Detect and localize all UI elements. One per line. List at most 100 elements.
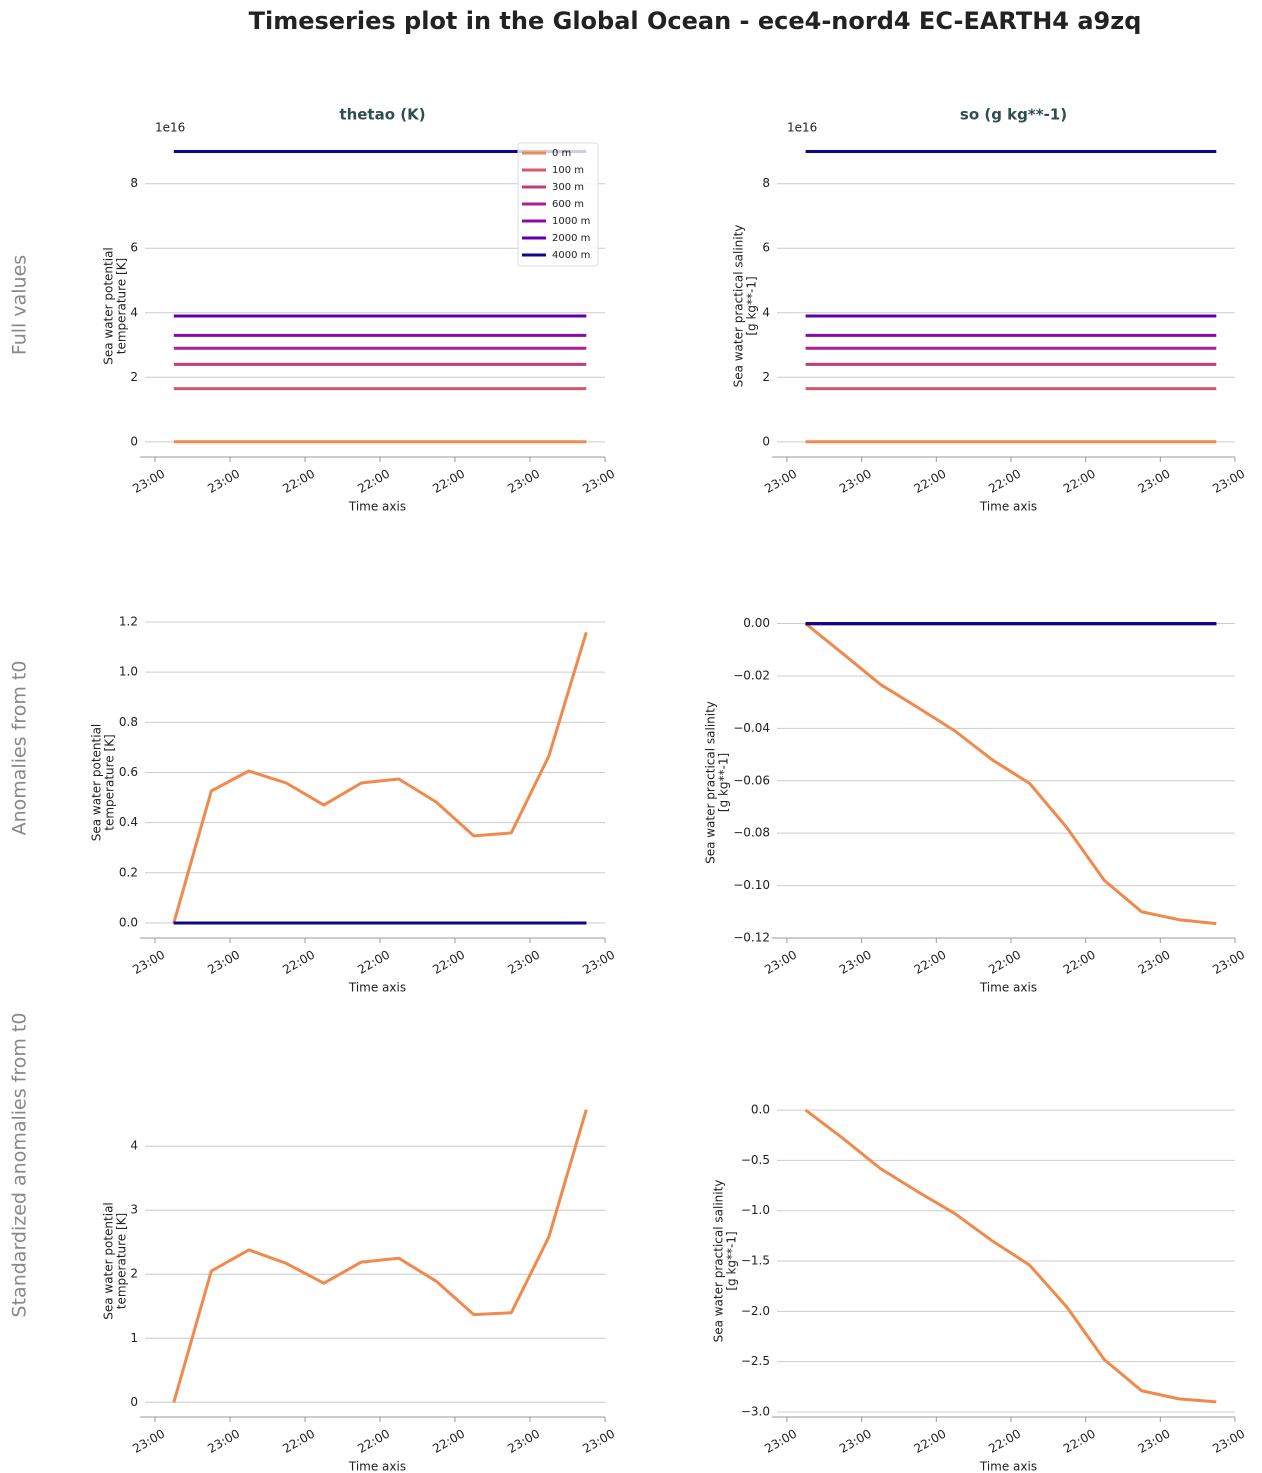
y-tick-label: 0.4 — [119, 815, 138, 829]
legend-label: 4000 m — [552, 250, 590, 261]
y-tick-label: 1.2 — [119, 615, 138, 629]
x-tick-label: 23:00 — [130, 467, 167, 496]
y-axis-label-line: temperature [K] — [102, 734, 116, 830]
x-tick-label: 22:00 — [986, 948, 1023, 977]
x-tick-label: 23:00 — [1136, 467, 1173, 496]
y-axis-label-line: Sea water potential — [101, 1202, 115, 1320]
y-tick-label: 2 — [130, 1267, 138, 1281]
x-axis-label: Time axis — [348, 981, 406, 995]
y-tick-label: 0 — [130, 1395, 138, 1409]
y-tick-label: −2.0 — [741, 1304, 770, 1318]
y-axis-label: Sea water practical salinity[g kg**-1] — [731, 225, 758, 388]
x-tick-label: 23:00 — [1210, 1427, 1247, 1456]
x-tick-label: 23:00 — [1136, 1427, 1173, 1456]
y-axis-label: Sea water potentialtemperature [K] — [101, 247, 128, 365]
y-tick-label: 3 — [130, 1203, 138, 1217]
y-tick-label: −0.12 — [733, 931, 770, 945]
y-tick-label: −0.08 — [733, 826, 770, 840]
x-tick-label: 22:00 — [280, 948, 317, 977]
x-tick-label: 22:00 — [355, 1427, 392, 1456]
series-line — [804, 622, 1217, 926]
axis-offset: 1e16 — [787, 121, 817, 135]
y-tick-label: −0.06 — [733, 773, 770, 787]
x-tick-label: 22:00 — [1061, 467, 1098, 496]
subplot: 0 1 2 3 4 23:00 23:00 22:00 22:00 22:00 23:00 23:00… — [101, 1109, 617, 1473]
y-tick-label: −0.02 — [733, 668, 770, 682]
x-tick-label: 23:00 — [837, 1427, 874, 1456]
y-axis-label-line: Sea water practical salinity — [731, 225, 745, 388]
x-tick-label: 23:00 — [1210, 467, 1247, 496]
y-axis-label-line: [g kg**-1] — [744, 276, 758, 335]
y-axis-label-line: Sea water potential — [101, 247, 115, 365]
y-tick-label: 4 — [130, 1139, 138, 1153]
x-tick-label: 22:00 — [280, 467, 317, 496]
x-tick-label: 22:00 — [986, 467, 1023, 496]
y-axis-label: Sea water potentialtemperature [K] — [89, 724, 116, 842]
x-tick-label: 23:00 — [130, 948, 167, 977]
subplot: so (g kg**-1) 1e16 0 2 4 6 8 23:00 23:00 22:00 22:… — [731, 106, 1247, 514]
y-axis-label: Sea water potentialtemperature [K] — [101, 1202, 128, 1320]
row-label: Standardized anomalies from t0 — [9, 1013, 31, 1318]
subplot-title: so (g kg**-1) — [960, 106, 1067, 124]
legend-label: 0 m — [552, 148, 571, 159]
legend-label: 600 m — [552, 199, 584, 210]
legend-box — [517, 142, 599, 267]
axis-offset: 1e16 — [155, 121, 185, 135]
legend-label: 100 m — [552, 165, 584, 176]
x-axis-label: Time axis — [979, 500, 1037, 514]
subplot: 0.0 −0.5 −1.0 −1.5 −2.0 −2.5 −3.0 23:00 23:00 22:… — [711, 1103, 1247, 1473]
y-tick-label: 8 — [130, 176, 138, 190]
x-tick-label: 23:00 — [837, 948, 874, 977]
y-tick-label: 1 — [130, 1331, 138, 1345]
x-tick-label: 22:00 — [1061, 1427, 1098, 1456]
x-tick-label: 23:00 — [837, 467, 874, 496]
x-tick-label: 22:00 — [912, 948, 949, 977]
legend-label: 2000 m — [552, 233, 590, 244]
y-tick-label: 6 — [130, 241, 138, 255]
y-tick-label: 0.6 — [119, 765, 138, 779]
series-line — [172, 631, 588, 924]
y-tick-label: 0.0 — [751, 1103, 770, 1117]
y-axis-label-line: temperature [K] — [114, 1213, 128, 1309]
y-axis-label-line: [g kg**-1] — [716, 753, 730, 812]
x-tick-label: 23:00 — [505, 467, 542, 496]
x-tick-label: 23:00 — [1210, 948, 1247, 977]
x-tick-label: 22:00 — [430, 1427, 467, 1456]
y-tick-label: −3.0 — [741, 1404, 770, 1418]
subplot: thetao (K) 1e16 0 2 4 6 8 23:00 23:00 22:00 22:00 2… — [101, 106, 617, 514]
x-tick-label: 23:00 — [580, 467, 617, 496]
x-tick-label: 23:00 — [580, 948, 617, 977]
y-tick-label: 0 — [130, 434, 138, 448]
subplot-title: thetao (K) — [339, 106, 425, 124]
row-label: Full values — [9, 255, 31, 355]
y-tick-label: 4 — [762, 305, 770, 319]
y-tick-label: −0.10 — [733, 878, 770, 892]
y-tick-label: 0.0 — [119, 915, 138, 929]
x-tick-label: 22:00 — [912, 467, 949, 496]
x-tick-label: 23:00 — [580, 1427, 617, 1456]
y-tick-label: 2 — [762, 370, 770, 384]
figure-title: Timeseries plot in the Global Ocean - ec… — [249, 7, 1142, 35]
x-tick-label: 23:00 — [762, 948, 799, 977]
x-tick-label: 23:00 — [205, 1427, 242, 1456]
x-tick-label: 23:00 — [130, 1427, 167, 1456]
x-axis-label: Time axis — [979, 1460, 1037, 1473]
x-tick-label: 23:00 — [505, 1427, 542, 1456]
x-tick-label: 22:00 — [355, 467, 392, 496]
y-tick-label: 2 — [130, 370, 138, 384]
y-tick-label: 1.0 — [119, 665, 138, 679]
legend-label: 300 m — [552, 182, 584, 193]
series-line — [804, 1108, 1217, 1404]
y-tick-label: 0.8 — [119, 715, 138, 729]
y-axis-label: Sea water practical salinity[g kg**-1] — [703, 701, 730, 864]
x-axis-label: Time axis — [348, 1460, 406, 1473]
y-axis-label-line: Sea water potential — [89, 724, 103, 842]
x-axis-label: Time axis — [348, 500, 406, 514]
x-tick-label: 23:00 — [505, 948, 542, 977]
x-tick-label: 23:00 — [205, 948, 242, 977]
row-label: Anomalies from t0 — [9, 661, 31, 836]
y-tick-label: −1.5 — [741, 1254, 770, 1268]
x-tick-label: 23:00 — [762, 1427, 799, 1456]
x-tick-label: 22:00 — [280, 1427, 317, 1456]
y-axis-label-line: Sea water practical salinity — [703, 701, 717, 864]
